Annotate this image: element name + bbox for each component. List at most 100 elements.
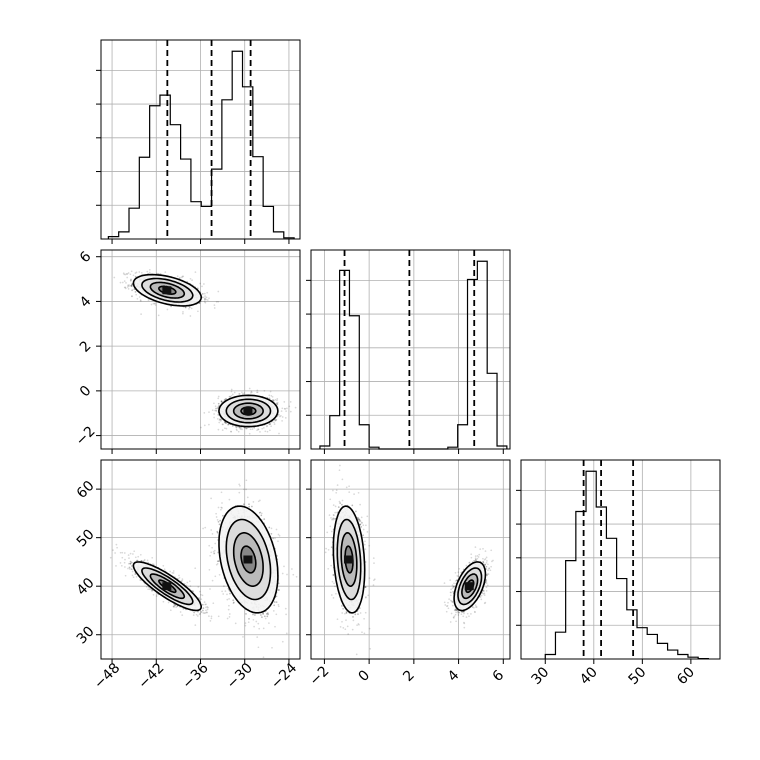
- scatter-point: [228, 616, 231, 618]
- scatter-point: [197, 610, 199, 613]
- scatter-point: [220, 400, 223, 403]
- contour-0-2: [141, 567, 194, 606]
- scatter-point: [221, 502, 223, 504]
- scatter-point: [131, 289, 134, 291]
- scatter-point: [248, 618, 250, 620]
- scatter-point: [259, 511, 262, 514]
- scatter-point: [224, 421, 227, 424]
- scatter-point: [248, 617, 250, 620]
- scatter-point: [284, 408, 287, 410]
- scatter-panel-1-0: [100, 249, 301, 450]
- contour-0-1: [149, 281, 186, 299]
- scatter-point: [286, 573, 288, 576]
- contour-0-2: [141, 277, 194, 303]
- scatter-point: [109, 556, 112, 559]
- scatter-point: [121, 551, 124, 554]
- scatter-point: [470, 556, 473, 559]
- scatter-point: [201, 293, 204, 295]
- scatter-point: [251, 428, 254, 430]
- scatter-point: [460, 613, 463, 616]
- scatter-point: [143, 558, 146, 561]
- scatter-point: [169, 570, 172, 573]
- scatter-point: [167, 601, 170, 604]
- scatter-point: [454, 571, 457, 574]
- scatter-point: [208, 297, 210, 300]
- contour-0-3: [132, 561, 203, 612]
- scatter-point: [275, 418, 278, 421]
- scatter-point: [238, 483, 241, 486]
- scatter-point: [218, 419, 221, 421]
- scatter-point: [223, 399, 226, 401]
- scatter-point: [198, 302, 201, 305]
- scatter-point: [192, 614, 195, 616]
- scatter-point: [180, 276, 183, 279]
- scatter-point: [239, 428, 242, 430]
- scatter-point: [208, 411, 210, 413]
- scatter-point: [124, 574, 127, 577]
- scatter-point: [483, 594, 486, 596]
- scatter-point: [275, 402, 278, 405]
- scatter-point: [200, 598, 203, 601]
- scatter-point: [449, 621, 452, 623]
- scatter-point: [188, 306, 191, 309]
- scatter-point: [140, 559, 143, 562]
- scatter-point: [119, 281, 122, 284]
- scatter-point: [202, 609, 204, 612]
- scatter-point: [127, 554, 130, 556]
- scatter-point: [188, 580, 191, 583]
- scatter-point: [484, 558, 487, 560]
- scatter-point: [152, 593, 155, 596]
- scatter-point: [121, 281, 124, 284]
- scatter-point: [286, 407, 288, 410]
- scatter-point: [230, 430, 232, 433]
- scatter-point: [162, 564, 165, 567]
- scatter-point: [139, 299, 142, 301]
- scatter-point: [277, 589, 280, 591]
- scatter-point: [203, 601, 206, 603]
- scatter-point: [277, 540, 279, 543]
- scatter-point: [263, 389, 266, 392]
- scatter-point: [185, 584, 188, 587]
- scatter-point: [230, 390, 233, 393]
- scatter-point: [241, 428, 243, 431]
- scatter-point: [250, 391, 253, 394]
- scatter-point: [169, 609, 172, 612]
- scatter-point: [250, 392, 252, 394]
- scatter-point: [176, 605, 179, 607]
- scatter-point: [148, 271, 151, 274]
- scatter-point: [198, 597, 200, 599]
- scatter-panel-2-0: [100, 459, 301, 660]
- scatter-point: [256, 391, 258, 394]
- scatter-point: [229, 592, 231, 595]
- scatter-point: [215, 512, 217, 515]
- scatter-point: [209, 554, 211, 557]
- hist-panel-1: [306, 249, 511, 450]
- scatter-point: [132, 553, 134, 555]
- scatter-point: [253, 625, 255, 628]
- scatter-point: [202, 527, 204, 530]
- scatter-point: [280, 414, 282, 417]
- scatter-point: [131, 283, 133, 286]
- scatter-point: [204, 612, 207, 614]
- scatter-point: [229, 395, 232, 398]
- scatter-point: [257, 428, 259, 430]
- scatter-point: [172, 570, 175, 572]
- scatter-point: [129, 562, 132, 565]
- scatter-point: [133, 550, 136, 553]
- scatter-point: [259, 431, 261, 433]
- scatter-point: [252, 618, 255, 621]
- scatter-point: [205, 611, 208, 614]
- scatter-point: [203, 412, 206, 414]
- scatter-point: [446, 605, 448, 608]
- scatter-point: [230, 394, 233, 397]
- scatter-point: [270, 394, 273, 397]
- scatter-point: [134, 291, 137, 293]
- scatter-point: [260, 514, 263, 517]
- scatter-point: [123, 280, 126, 282]
- scatter-point: [485, 579, 488, 582]
- scatter-point: [208, 544, 211, 547]
- scatter-point: [197, 310, 199, 313]
- scatter-point: [210, 497, 212, 500]
- scatter-point: [211, 409, 214, 412]
- scatter-point: [130, 270, 133, 273]
